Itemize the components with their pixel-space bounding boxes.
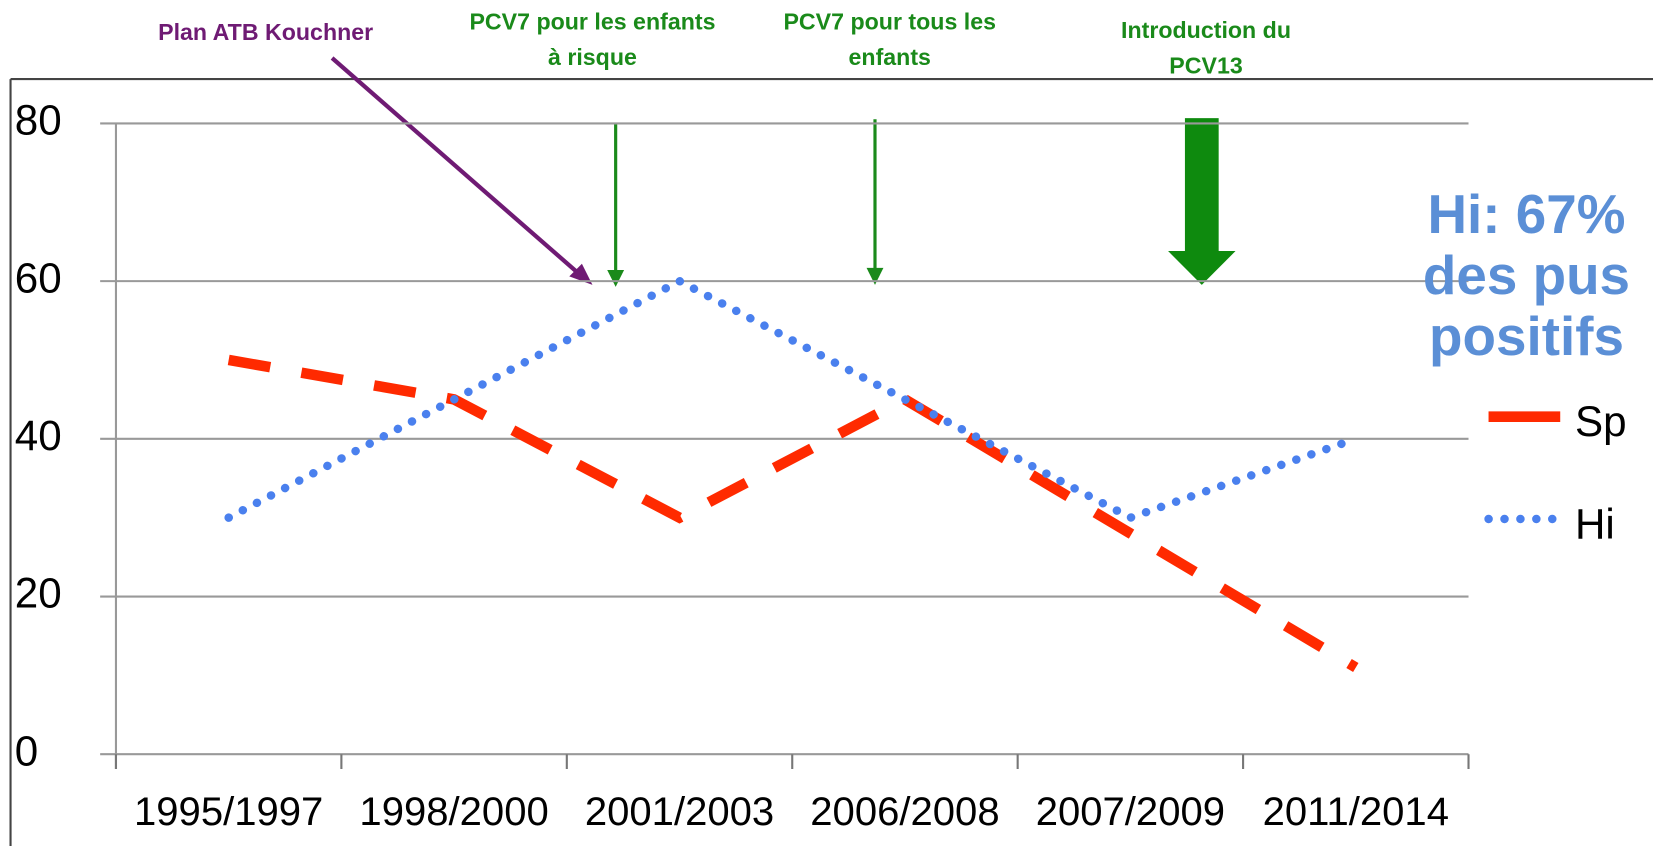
- annotation: PCV13: [1169, 53, 1243, 79]
- series-line: [227, 354, 1359, 673]
- y-tick-label: 20: [15, 570, 62, 617]
- arrow-head: [866, 267, 884, 285]
- arrow-head: [1168, 251, 1236, 285]
- arrow: [330, 56, 584, 278]
- annotation: positifs: [1429, 305, 1624, 367]
- annotation: PCV7 pour tous les: [783, 8, 996, 34]
- x-tick-label: 2006/2008: [810, 790, 999, 834]
- annotation: Plan ATB Kouchner: [158, 19, 373, 45]
- arrow-head: [569, 263, 593, 285]
- y-tick-label: 60: [15, 254, 62, 301]
- x-tick-label: 2011/2014: [1263, 790, 1449, 834]
- annotation: PCV7 pour les enfants: [469, 8, 715, 34]
- annotation: enfants: [849, 44, 931, 70]
- y-tick-label: 80: [15, 97, 62, 144]
- legend-label: Sp: [1575, 398, 1627, 445]
- y-tick-label: 40: [15, 412, 62, 459]
- annotation: Introduction du: [1121, 17, 1291, 43]
- x-tick-label: 1995/1997: [134, 790, 323, 834]
- legend-label: Hi: [1575, 501, 1615, 548]
- x-tick-label: 1998/2000: [359, 790, 548, 834]
- y-tick-label: 0: [15, 727, 38, 774]
- series-line: [224, 276, 1361, 523]
- x-tick-label: 2001/2003: [585, 790, 774, 834]
- annotation: Hi: 67%: [1427, 183, 1625, 245]
- annotation: à risque: [548, 44, 637, 70]
- annotation: des pus: [1423, 244, 1630, 306]
- x-tick-label: 2007/2009: [1036, 790, 1225, 834]
- arrow: [1184, 118, 1219, 254]
- arrow-head: [607, 270, 625, 287]
